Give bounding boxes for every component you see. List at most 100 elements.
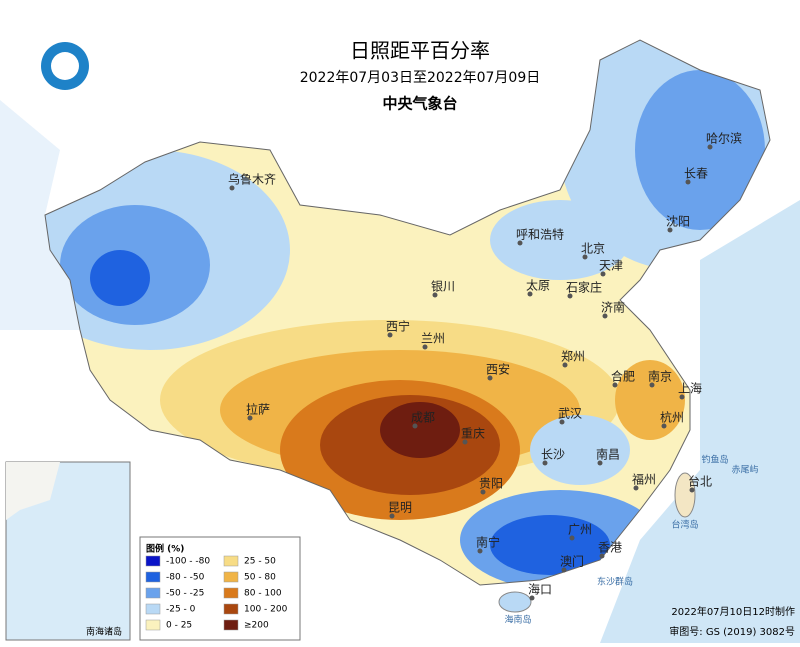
zone [530, 415, 630, 485]
city-dot [432, 292, 438, 298]
title: 日照距平百分率 [350, 39, 490, 63]
city-label: 石家庄 [566, 280, 602, 295]
city-label: 重庆 [461, 427, 485, 441]
city-dot [597, 460, 603, 466]
city-dot [661, 423, 667, 429]
city-label: 武汉 [558, 407, 582, 421]
city-label: 昆明 [388, 501, 412, 515]
city-label: 哈尔滨 [706, 131, 742, 146]
city-dot [582, 254, 588, 260]
city-label: 南京 [648, 369, 672, 384]
city-dot [679, 394, 685, 400]
legend-swatch [223, 603, 239, 615]
city-dot [462, 439, 468, 445]
footer-approval: 审图号: GS (2019) 3082号 [669, 625, 795, 638]
border [44, 39, 771, 586]
legend-title: 图例 (%) [146, 543, 184, 555]
city-label: 拉萨 [246, 402, 270, 417]
city-label: 太原 [526, 278, 550, 293]
city-label: 西宁 [386, 319, 410, 334]
legend-label: -80 - -50 [166, 573, 205, 583]
city-dot [527, 291, 533, 297]
city-label: 北京 [581, 242, 605, 256]
city-label: 兰州 [421, 332, 445, 346]
city-label: 银川 [431, 280, 455, 294]
city-label: 南宁 [476, 535, 500, 550]
city-dot [480, 489, 486, 495]
city-dot [599, 553, 605, 559]
city-label: 呼和浩特 [516, 227, 564, 242]
city-label: 台北 [688, 474, 712, 489]
city-dot [422, 344, 428, 350]
city-label: 南昌 [596, 447, 620, 462]
legend-swatch [145, 555, 161, 567]
city-dot [569, 535, 575, 541]
city-dot [649, 382, 655, 388]
legend-swatch [223, 587, 239, 599]
city-label: 沈阳 [666, 214, 690, 229]
city-dot [602, 313, 608, 319]
inset-label: 南海诸岛 [86, 626, 122, 638]
city-dot [707, 144, 713, 150]
city-label: 合肥 [611, 369, 635, 384]
city-dot [542, 460, 548, 466]
city-dot [229, 185, 235, 191]
zone [90, 250, 150, 306]
legend-label: ≥200 [244, 621, 269, 631]
city-label: 西安 [486, 362, 510, 377]
city-label: 郑州 [561, 349, 585, 364]
city-label: 长沙 [541, 448, 565, 462]
city-label: 乌鲁木齐 [228, 172, 276, 187]
place-label: 钓鱼岛 [701, 454, 728, 466]
place-label: 东沙群岛 [597, 576, 633, 588]
city-label: 成都 [411, 411, 435, 425]
island [498, 591, 532, 613]
city-dot [477, 548, 483, 554]
city-label: 天津 [599, 259, 623, 273]
city-dot [612, 382, 618, 388]
city-dot [561, 567, 567, 573]
zone [635, 70, 765, 230]
legend-label: 50 - 80 [244, 573, 276, 583]
city-dot [600, 271, 606, 277]
city-dot [517, 240, 523, 246]
sea [600, 200, 800, 643]
zone [615, 360, 685, 440]
date-range: 2022年07月03日至2022年07月09日 [300, 70, 541, 86]
city-dot [667, 227, 673, 233]
city-label: 福州 [632, 472, 656, 487]
legend-label: 25 - 50 [244, 557, 276, 567]
island [674, 472, 696, 518]
city-dot [389, 513, 395, 519]
legend-label: -25 - 0 [166, 605, 196, 615]
zone [490, 515, 610, 575]
city-label: 香港 [598, 541, 622, 555]
legend-label: -100 - -80 [166, 557, 210, 567]
city-dot [487, 375, 493, 381]
legend-label: 100 - 200 [244, 605, 288, 615]
city-label: 上海 [678, 381, 702, 396]
inset-land [6, 462, 60, 520]
zone [380, 402, 460, 458]
legend-swatch [145, 571, 161, 583]
city-label: 济南 [601, 300, 625, 315]
legend-label: -50 - -25 [166, 589, 204, 599]
agency: 中央气象台 [382, 95, 457, 113]
city-dot [633, 485, 639, 491]
place-label: 台湾岛 [671, 519, 698, 531]
city-dot [689, 487, 695, 493]
city-dot [562, 362, 568, 368]
city-dot [247, 415, 253, 421]
legend-label: 80 - 100 [244, 589, 282, 599]
legend-swatch [223, 619, 239, 631]
legend-swatch [223, 571, 239, 583]
city-label: 杭州 [660, 410, 684, 425]
legend [139, 536, 301, 641]
zone [490, 200, 630, 280]
neighbor-land [0, 100, 80, 330]
city-dot [685, 179, 691, 185]
footer-made: 2022年07月10日12时制作 [671, 605, 795, 618]
